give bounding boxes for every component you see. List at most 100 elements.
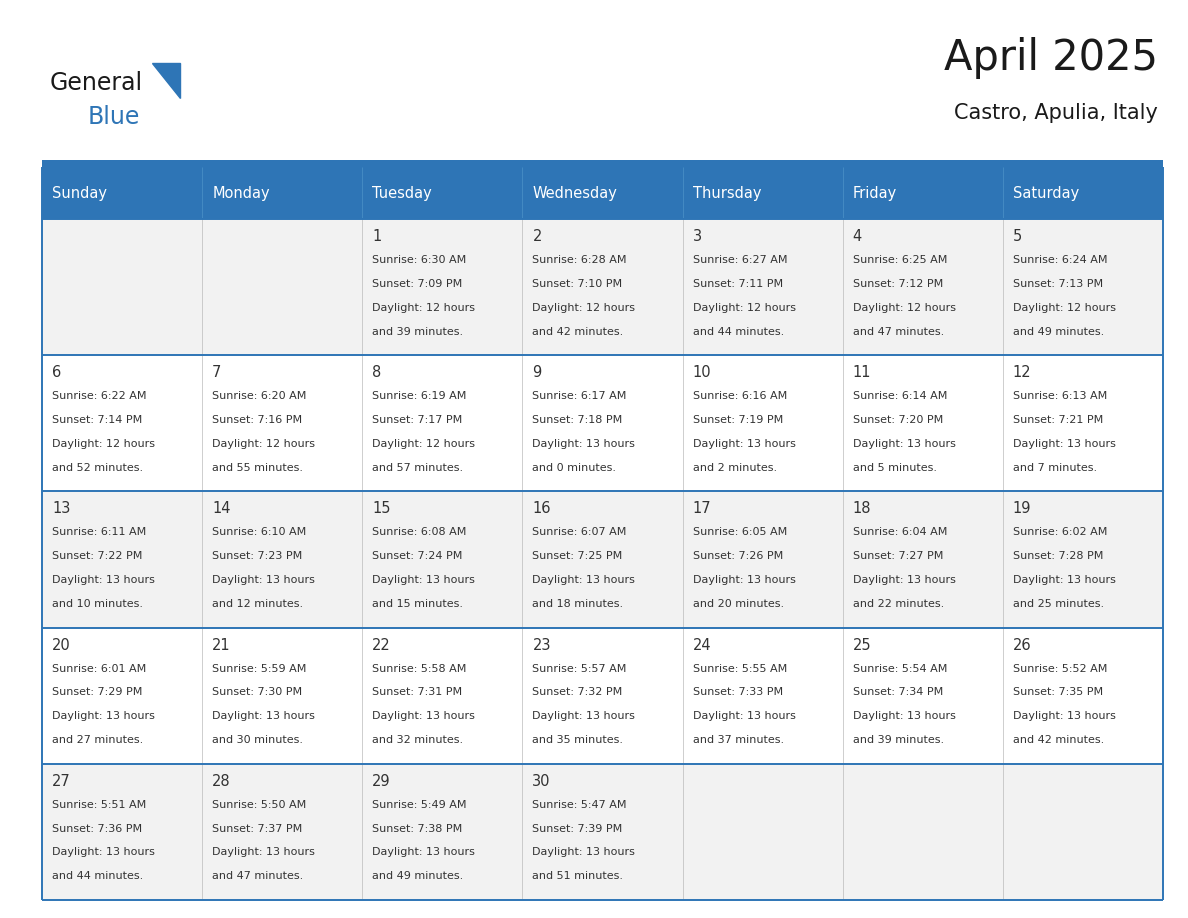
Text: 18: 18 bbox=[853, 501, 871, 517]
Text: Sunrise: 5:55 AM: Sunrise: 5:55 AM bbox=[693, 664, 786, 674]
Text: and 15 minutes.: and 15 minutes. bbox=[372, 599, 463, 609]
Text: 1: 1 bbox=[372, 229, 381, 244]
Text: Sunset: 7:19 PM: Sunset: 7:19 PM bbox=[693, 415, 783, 425]
Text: and 44 minutes.: and 44 minutes. bbox=[52, 871, 144, 881]
Text: Daylight: 12 hours: Daylight: 12 hours bbox=[372, 439, 475, 449]
Text: 24: 24 bbox=[693, 638, 712, 653]
Text: General: General bbox=[50, 71, 143, 95]
Text: Sunrise: 6:30 AM: Sunrise: 6:30 AM bbox=[372, 255, 467, 265]
Text: Blue: Blue bbox=[88, 105, 140, 129]
Text: Sunday: Sunday bbox=[52, 185, 107, 200]
Text: Daylight: 13 hours: Daylight: 13 hours bbox=[532, 575, 636, 585]
Text: Sunrise: 5:57 AM: Sunrise: 5:57 AM bbox=[532, 664, 627, 674]
Text: Sunset: 7:21 PM: Sunset: 7:21 PM bbox=[1013, 415, 1104, 425]
Text: 21: 21 bbox=[213, 638, 230, 653]
Text: Sunrise: 6:04 AM: Sunrise: 6:04 AM bbox=[853, 528, 947, 537]
Text: 11: 11 bbox=[853, 365, 871, 380]
Text: Sunset: 7:30 PM: Sunset: 7:30 PM bbox=[213, 688, 302, 698]
Text: 15: 15 bbox=[372, 501, 391, 517]
Text: 8: 8 bbox=[372, 365, 381, 380]
Text: Sunset: 7:33 PM: Sunset: 7:33 PM bbox=[693, 688, 783, 698]
Polygon shape bbox=[152, 63, 181, 98]
Text: and 22 minutes.: and 22 minutes. bbox=[853, 599, 944, 609]
Text: Wednesday: Wednesday bbox=[532, 185, 618, 200]
Text: Sunset: 7:22 PM: Sunset: 7:22 PM bbox=[52, 551, 143, 561]
Text: Sunrise: 5:58 AM: Sunrise: 5:58 AM bbox=[372, 664, 467, 674]
Text: Sunrise: 5:51 AM: Sunrise: 5:51 AM bbox=[52, 800, 146, 810]
Text: Sunset: 7:36 PM: Sunset: 7:36 PM bbox=[52, 823, 143, 834]
Text: Daylight: 12 hours: Daylight: 12 hours bbox=[853, 303, 955, 313]
Text: and 2 minutes.: and 2 minutes. bbox=[693, 463, 777, 473]
Text: 10: 10 bbox=[693, 365, 712, 380]
Text: and 44 minutes.: and 44 minutes. bbox=[693, 327, 784, 337]
Text: Sunrise: 6:24 AM: Sunrise: 6:24 AM bbox=[1013, 255, 1107, 265]
Text: and 20 minutes.: and 20 minutes. bbox=[693, 599, 784, 609]
Text: and 49 minutes.: and 49 minutes. bbox=[1013, 327, 1104, 337]
Text: Sunrise: 6:05 AM: Sunrise: 6:05 AM bbox=[693, 528, 786, 537]
Text: Daylight: 13 hours: Daylight: 13 hours bbox=[213, 575, 315, 585]
Text: Monday: Monday bbox=[213, 185, 270, 200]
Text: 9: 9 bbox=[532, 365, 542, 380]
Text: Sunrise: 5:50 AM: Sunrise: 5:50 AM bbox=[213, 800, 307, 810]
Text: Sunset: 7:35 PM: Sunset: 7:35 PM bbox=[1013, 688, 1102, 698]
Text: Tuesday: Tuesday bbox=[372, 185, 432, 200]
Text: and 57 minutes.: and 57 minutes. bbox=[372, 463, 463, 473]
Text: Saturday: Saturday bbox=[1013, 185, 1079, 200]
Text: Sunrise: 6:08 AM: Sunrise: 6:08 AM bbox=[372, 528, 467, 537]
Text: Daylight: 13 hours: Daylight: 13 hours bbox=[532, 439, 636, 449]
Text: and 42 minutes.: and 42 minutes. bbox=[1013, 735, 1104, 745]
Text: 7: 7 bbox=[213, 365, 221, 380]
Text: Sunrise: 6:17 AM: Sunrise: 6:17 AM bbox=[532, 391, 627, 401]
Text: Sunset: 7:20 PM: Sunset: 7:20 PM bbox=[853, 415, 943, 425]
Text: Sunset: 7:26 PM: Sunset: 7:26 PM bbox=[693, 551, 783, 561]
Text: 5: 5 bbox=[1013, 229, 1022, 244]
Text: Sunrise: 5:52 AM: Sunrise: 5:52 AM bbox=[1013, 664, 1107, 674]
Text: and 47 minutes.: and 47 minutes. bbox=[213, 871, 303, 881]
Text: 23: 23 bbox=[532, 638, 551, 653]
Text: and 18 minutes.: and 18 minutes. bbox=[532, 599, 624, 609]
Text: Sunrise: 5:54 AM: Sunrise: 5:54 AM bbox=[853, 664, 947, 674]
Text: 4: 4 bbox=[853, 229, 862, 244]
Text: Sunset: 7:32 PM: Sunset: 7:32 PM bbox=[532, 688, 623, 698]
Text: Daylight: 13 hours: Daylight: 13 hours bbox=[213, 847, 315, 857]
Text: and 49 minutes.: and 49 minutes. bbox=[372, 871, 463, 881]
Text: and 27 minutes.: and 27 minutes. bbox=[52, 735, 144, 745]
Text: Daylight: 12 hours: Daylight: 12 hours bbox=[532, 303, 636, 313]
Text: Daylight: 13 hours: Daylight: 13 hours bbox=[1013, 439, 1116, 449]
Text: Sunset: 7:17 PM: Sunset: 7:17 PM bbox=[372, 415, 462, 425]
Text: and 32 minutes.: and 32 minutes. bbox=[372, 735, 463, 745]
Text: 2: 2 bbox=[532, 229, 542, 244]
Text: 3: 3 bbox=[693, 229, 702, 244]
Text: and 10 minutes.: and 10 minutes. bbox=[52, 599, 143, 609]
Text: 19: 19 bbox=[1013, 501, 1031, 517]
Text: Sunset: 7:39 PM: Sunset: 7:39 PM bbox=[532, 823, 623, 834]
Text: Sunrise: 6:28 AM: Sunrise: 6:28 AM bbox=[532, 255, 627, 265]
Text: 12: 12 bbox=[1013, 365, 1031, 380]
Text: Castro, Apulia, Italy: Castro, Apulia, Italy bbox=[954, 103, 1158, 123]
Text: Daylight: 13 hours: Daylight: 13 hours bbox=[853, 439, 955, 449]
Bar bbox=[42, 160, 1163, 167]
Text: 13: 13 bbox=[52, 501, 70, 517]
Text: Sunset: 7:12 PM: Sunset: 7:12 PM bbox=[853, 279, 943, 289]
Text: and 51 minutes.: and 51 minutes. bbox=[532, 871, 624, 881]
Text: Thursday: Thursday bbox=[693, 185, 762, 200]
Text: Sunset: 7:25 PM: Sunset: 7:25 PM bbox=[532, 551, 623, 561]
Text: Daylight: 13 hours: Daylight: 13 hours bbox=[853, 711, 955, 722]
Text: 6: 6 bbox=[52, 365, 62, 380]
Text: Daylight: 13 hours: Daylight: 13 hours bbox=[52, 711, 154, 722]
Text: and 39 minutes.: and 39 minutes. bbox=[853, 735, 943, 745]
Text: and 52 minutes.: and 52 minutes. bbox=[52, 463, 143, 473]
Text: Sunset: 7:28 PM: Sunset: 7:28 PM bbox=[1013, 551, 1104, 561]
Text: and 5 minutes.: and 5 minutes. bbox=[853, 463, 936, 473]
Text: Sunrise: 6:19 AM: Sunrise: 6:19 AM bbox=[372, 391, 467, 401]
Text: Sunrise: 6:27 AM: Sunrise: 6:27 AM bbox=[693, 255, 788, 265]
Text: Sunrise: 6:14 AM: Sunrise: 6:14 AM bbox=[853, 391, 947, 401]
Text: Sunset: 7:10 PM: Sunset: 7:10 PM bbox=[532, 279, 623, 289]
Text: Daylight: 13 hours: Daylight: 13 hours bbox=[532, 847, 636, 857]
Text: 20: 20 bbox=[52, 638, 71, 653]
Text: 25: 25 bbox=[853, 638, 871, 653]
Text: Sunset: 7:11 PM: Sunset: 7:11 PM bbox=[693, 279, 783, 289]
Text: Friday: Friday bbox=[853, 185, 897, 200]
Text: Daylight: 13 hours: Daylight: 13 hours bbox=[213, 711, 315, 722]
Bar bbox=[42, 491, 1163, 628]
